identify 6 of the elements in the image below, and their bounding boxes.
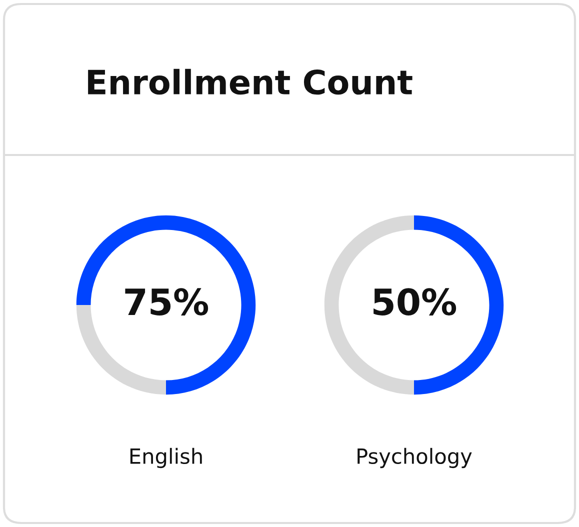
data-label: 75% bbox=[125, 288, 208, 316]
text: Enrollment Count bbox=[88, 68, 412, 95]
text: English bbox=[130, 448, 202, 468]
donut-slice bbox=[76, 215, 256, 395]
text: Psychology bbox=[358, 448, 472, 468]
data-label: 50% bbox=[374, 288, 456, 316]
